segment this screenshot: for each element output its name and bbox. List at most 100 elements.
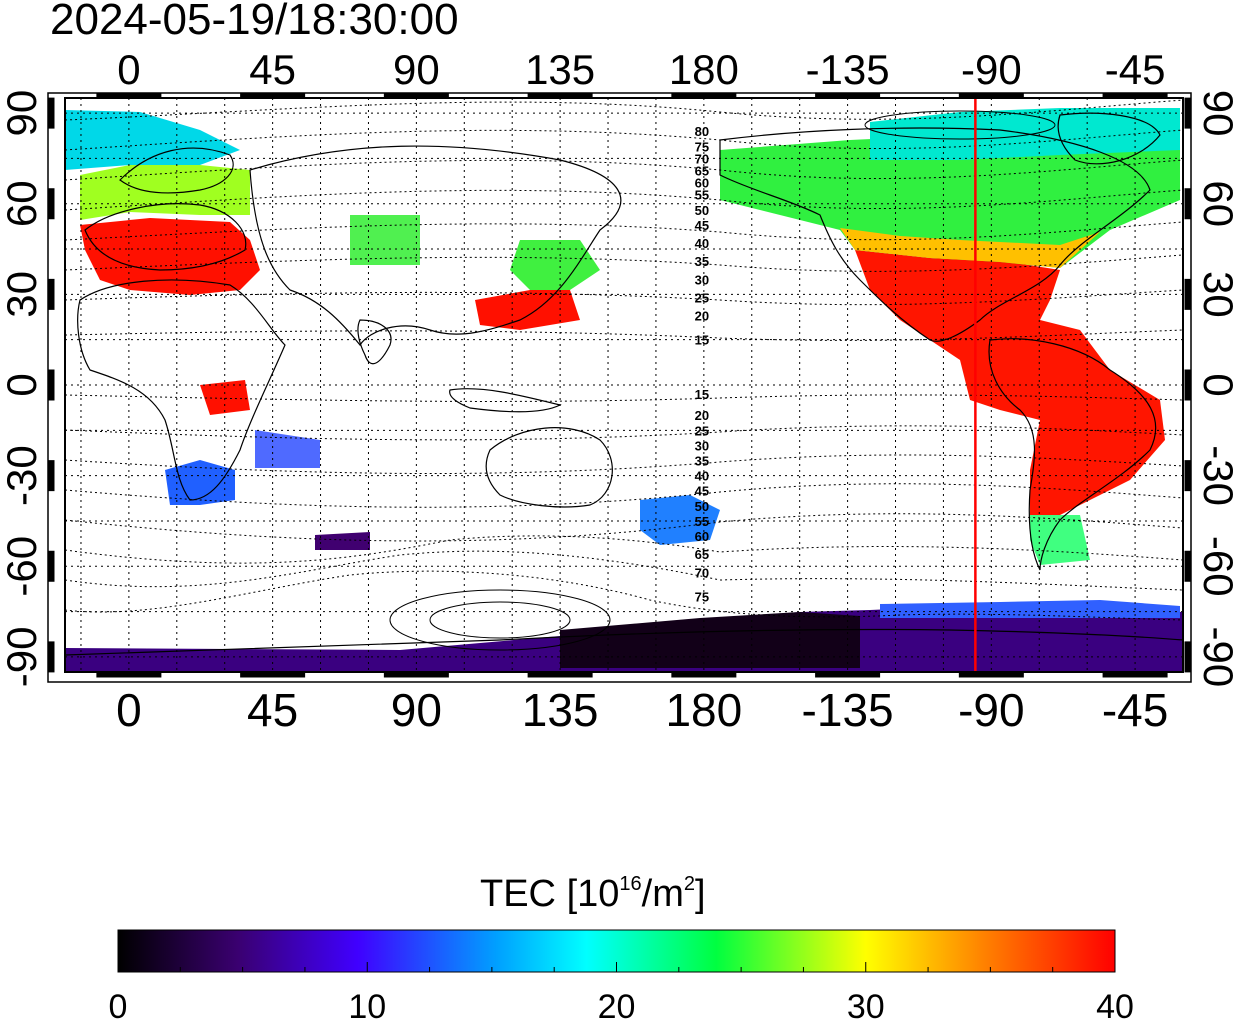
contour-line [65,221,1183,241]
bottom-lon-tick-label: 135 [522,684,599,736]
top-lon-tick-label: -45 [1105,46,1166,93]
contour-south-pole-2 [389,589,611,651]
graticule [65,98,1184,672]
left-tick-bar [47,369,55,401]
colorbar-tick-label: 20 [598,988,636,1021]
coastline-greenland [1057,112,1161,165]
contour-label: 30 [695,272,709,287]
top-tick-bar [815,92,881,99]
colorbar-tick-label: 0 [109,988,128,1021]
left-lat-tick-label: 0 [0,373,45,396]
tec-south-africa-blue [165,460,235,505]
colorbar-tick-label: 40 [1096,988,1134,1021]
coastlines [65,112,1183,656]
left-tick-bar [47,641,55,673]
coastline-europe [84,203,247,271]
coastline-scandinavia [119,147,234,194]
coastline-north-america [719,127,1151,342]
contour-label: 70 [695,151,709,166]
right-tick-bar [1184,278,1192,310]
bottom-tick-bar [96,671,162,678]
contour-label: 35 [695,454,709,469]
contour-line [65,129,1183,151]
tec-scandinavia-cyan [65,110,240,170]
contour-label: 35 [695,254,709,269]
left-lat-tick-label: -30 [0,445,45,506]
left-tick-bar [47,550,55,582]
contour-label: 55 [695,514,709,529]
bottom-lon-tick-label: 45 [247,684,298,736]
tec-south-pacific-dark [315,532,370,550]
left-lat-tick-label: 30 [0,271,45,318]
contour-label: 70 [695,565,709,580]
contour-label: 25 [695,290,709,305]
contour-line [65,289,1183,306]
contour-label: 60 [695,529,709,544]
right-lat-tick-label: -30 [1195,445,1235,506]
colorbar-label: TEC [1016/m2] [480,873,706,915]
right-tick-bar [1184,460,1192,492]
magnetic-contours [65,99,1183,651]
coastline-antarctica [65,628,1183,656]
contour-label: 65 [695,547,709,562]
contour-labels: 8075706560555045403530252015152025303540… [695,124,709,604]
axis-ticks [47,92,1192,678]
bottom-lon-tick-label: -135 [802,684,894,736]
colorbar-unit-exp2: 2 [684,873,695,895]
left-tick-bar [47,460,55,492]
top-lon-tick-label: 135 [525,46,595,93]
bottom-tick-bar [815,671,881,678]
tec-north-america-yellow [840,228,1100,268]
top-tick-bar [671,92,737,99]
contour-label: 40 [695,236,709,251]
contour-label: 50 [695,203,709,218]
contour-line [65,483,1183,508]
contour-line [65,99,1183,121]
left-tick-bar [47,188,55,220]
contour-label: 15 [695,333,709,348]
contour-label: 60 [695,176,709,191]
contour-line [65,454,1183,475]
top-tick-bar [383,92,449,99]
right-lat-tick-label: 0 [1195,373,1235,396]
contour-label: 75 [695,139,709,154]
contour-line [65,535,1183,564]
map-title: 2024-05-19/18:30:00 [50,0,459,44]
bottom-tick-bar [958,671,1024,678]
bottom-tick-bar [527,671,593,678]
contour-label: 20 [695,309,709,324]
top-lon-tick-label: -135 [806,46,890,93]
contour-label: 45 [695,218,709,233]
colorbar-unit-prefix: [10 [567,873,620,915]
right-tick-bar [1184,641,1192,673]
left-tick-bar [47,278,55,310]
bottom-lon-tick-label: 0 [116,684,142,736]
coastline-indonesia [449,388,562,413]
colorbar-unit-exp: 16 [619,873,641,895]
tec-antarctic-edge [880,600,1180,618]
tec-antarctic-dark [560,612,860,668]
colorbar-tick-label: 10 [348,988,386,1021]
contour-label: 80 [695,124,709,139]
bottom-tick-bar [671,671,737,678]
tec-new-zealand-blue [640,495,720,545]
colorbar-ticks: 0 10 20 30 40 [109,962,1134,1021]
left-tick-bar [47,97,55,129]
right-lat-tick-label: 90 [1195,90,1235,137]
coastline-australia [485,427,613,508]
top-tick-bar [527,92,593,99]
contour-line [65,425,1183,441]
tec-europe-high [80,218,260,295]
tec-central-asia [350,215,420,265]
tec-africa-west-red [200,380,250,415]
contour-label: 25 [695,423,709,438]
map-frame [64,97,1184,673]
contour-label: 55 [695,188,709,203]
bottom-tick-bar [240,671,306,678]
tec-south-america-tail [1030,515,1090,565]
contour-label: 50 [695,499,709,514]
colorbar-unit-suffix: ] [695,873,706,915]
contour-label: 75 [695,589,709,604]
contour-label: 45 [695,484,709,499]
